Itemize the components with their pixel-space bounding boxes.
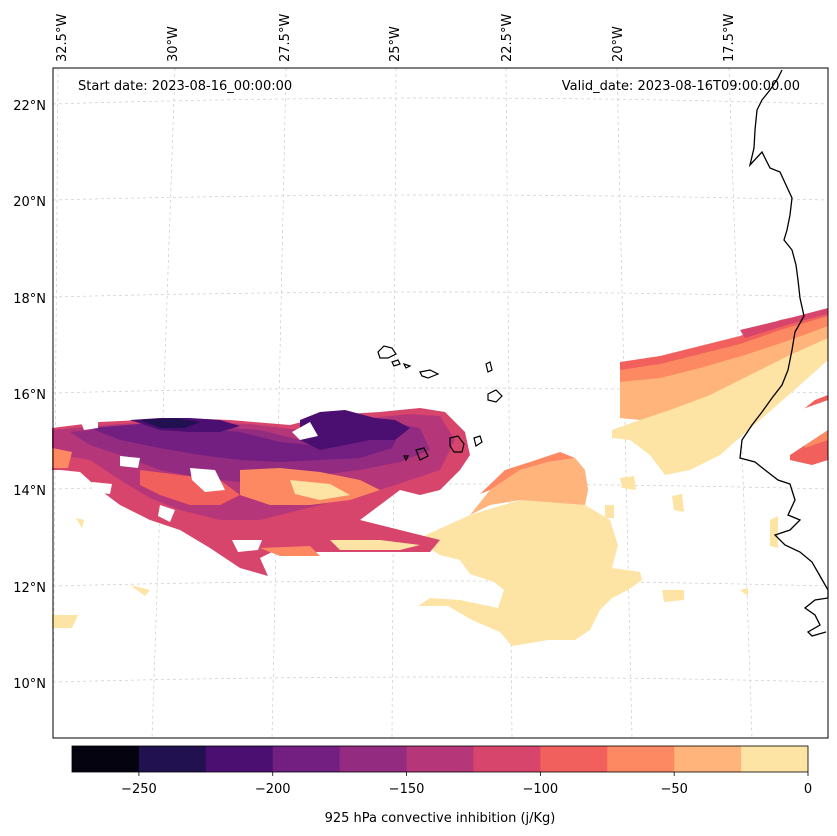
colorbar-tick-label: −50 [660,782,687,797]
map-panel [52,67,829,739]
colorbar-swatch [339,746,408,772]
lat-label: 14°N [13,484,46,499]
lat-label: 10°N [13,677,46,692]
colorbar-tick: −250 [121,772,157,797]
colorbar-swatch [272,746,341,772]
lon-label: 17.5°W [722,14,737,62]
colorbar-ticks: −250 −200 −150 −100 −50 0 [121,772,812,797]
colorbar-tick-label: −200 [255,782,291,797]
lat-label: 12°N [13,581,46,596]
colorbar-swatch [540,746,608,772]
lat-label: 20°N [13,195,46,210]
colorbar-swatch [138,746,207,772]
lon-label: 30°W [166,26,181,62]
colorbar-swatch [607,746,675,772]
lon-label: 20°W [611,26,626,62]
lon-label: 32.5°W [55,14,70,62]
colorbar-tick: −150 [389,772,425,797]
cin-field-eastern-band [612,308,828,596]
colorbar-swatch [674,746,742,772]
lat-label: 22°N [13,99,46,114]
colorbar-swatch [205,746,274,772]
cin-field-southern-plume [52,452,684,646]
cin-field-western-band [52,408,470,576]
lon-label: 25°W [388,26,403,62]
lat-label: 16°N [13,388,46,403]
lon-label: 22.5°W [500,14,515,62]
colorbar-tick: 0 [804,772,812,797]
colorbar-swatch [72,746,140,772]
valid-date-label: Valid_date: 2023-08-16T09:00:00.00 [562,79,800,94]
start-date-label: Start date: 2023-08-16_00:00:00 [78,79,292,94]
colorbar-label: 925 hPa convective inhibition (j/Kg) [325,811,556,826]
colorbar-tick: −50 [660,772,688,797]
colorbar-swatch [406,746,474,772]
colorbar-tick-label: 0 [804,782,812,797]
colorbar-tick: −200 [255,772,291,797]
colorbar-tick: −100 [523,772,559,797]
colorbar-tick-label: −250 [121,782,157,797]
colorbar-swatch [473,746,541,772]
colorbar: −250 −200 −150 −100 −50 0 925 [71,745,812,826]
latitude-labels: 22°N 20°N 18°N 16°N 14°N 12°N 10°N [13,99,46,692]
colorbar-tick-label: −100 [523,782,559,797]
lon-label: 27.5°W [278,14,293,62]
lat-label: 18°N [13,292,46,307]
coastline-africa [739,69,829,637]
colorbar-tick-label: −150 [389,782,425,797]
cape-verde-islands [377,345,503,462]
longitude-labels: 32.5°W 30°W 27.5°W 25°W 22.5°W 20°W 17.5… [55,14,737,62]
colorbar-frame [71,745,809,773]
colorbar-swatch [741,746,809,772]
colorbar-swatches [72,746,809,772]
